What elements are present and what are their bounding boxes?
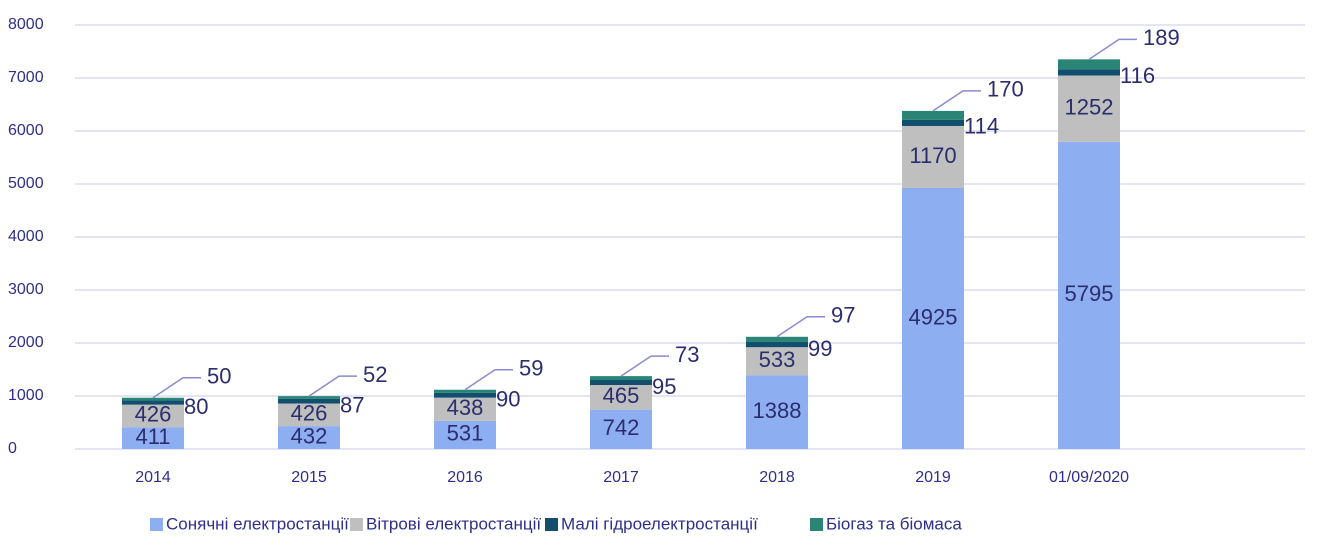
bar-segment xyxy=(278,398,340,404)
data-label: 1170 xyxy=(909,143,956,168)
data-label: 95 xyxy=(652,374,676,399)
x-tick-label: 2015 xyxy=(291,469,327,486)
data-label: 426 xyxy=(291,401,328,426)
legend-swatch xyxy=(150,518,163,531)
y-tick-label: 0 xyxy=(8,440,17,457)
legend-swatch xyxy=(350,518,363,531)
data-label: 1388 xyxy=(753,398,802,423)
data-label: 5795 xyxy=(1065,281,1114,306)
leader-line xyxy=(1088,38,1137,60)
leader-line xyxy=(620,355,669,377)
bar-segment xyxy=(746,375,808,449)
data-label: 59 xyxy=(519,356,543,381)
data-label: 116 xyxy=(1120,63,1155,88)
bar-segment xyxy=(902,110,964,120)
data-label: 411 xyxy=(135,424,170,449)
bar-segment xyxy=(902,187,964,449)
x-tick-label: 2017 xyxy=(603,469,639,486)
bar-segment xyxy=(122,397,184,401)
bar-segment xyxy=(434,397,496,421)
bar-segment xyxy=(590,385,652,410)
bar-segment xyxy=(746,347,808,376)
y-tick-label: 6000 xyxy=(8,122,44,139)
y-tick-label: 8000 xyxy=(8,16,44,33)
bar-segment xyxy=(1058,69,1120,76)
data-label: 73 xyxy=(675,342,699,367)
x-tick-label: 2019 xyxy=(915,469,951,486)
data-label: 426 xyxy=(135,402,172,427)
data-label: 50 xyxy=(207,364,231,389)
x-tick-label: 2018 xyxy=(759,469,795,486)
data-label: 99 xyxy=(808,336,832,361)
data-label: 170 xyxy=(987,77,1024,102)
y-tick-label: 3000 xyxy=(8,281,44,298)
data-label: 52 xyxy=(363,362,387,387)
leader-line xyxy=(464,368,513,391)
data-label: 114 xyxy=(964,114,999,139)
bar-segment xyxy=(278,396,340,399)
bar-segment xyxy=(122,404,184,428)
y-tick-label: 4000 xyxy=(8,228,44,245)
bar-segment xyxy=(122,400,184,405)
bar-segment xyxy=(902,125,964,188)
data-label: 438 xyxy=(447,395,484,420)
data-label: 4925 xyxy=(909,304,958,329)
bar-segment xyxy=(746,341,808,348)
bar-segment xyxy=(1058,141,1120,450)
bar-segment xyxy=(746,336,808,342)
data-label: 1252 xyxy=(1065,94,1114,119)
bar-segment xyxy=(434,420,496,449)
legend-swatch xyxy=(545,518,558,531)
bar-segment xyxy=(434,389,496,393)
leader-line xyxy=(932,90,981,112)
leader-line xyxy=(308,375,357,397)
bar-segment xyxy=(590,379,652,386)
bar-segment xyxy=(902,119,964,126)
legend-label: Біогаз та біомаса xyxy=(826,514,962,533)
legend-label: Вітрові електростанції xyxy=(366,514,541,533)
data-label: 87 xyxy=(340,393,364,418)
data-label: 533 xyxy=(759,347,796,372)
y-tick-label: 1000 xyxy=(8,387,44,404)
bar-segment xyxy=(590,376,652,380)
x-tick-label: 01/09/2020 xyxy=(1049,469,1129,486)
data-label: 80 xyxy=(184,394,208,419)
legend-swatch xyxy=(810,518,823,531)
bar-segment xyxy=(278,426,340,449)
leader-line xyxy=(152,376,201,399)
data-label: 531 xyxy=(447,421,484,446)
y-tick-label: 5000 xyxy=(8,175,44,192)
y-tick-label: 2000 xyxy=(8,334,44,351)
x-tick-label: 2016 xyxy=(447,469,483,486)
data-label: 189 xyxy=(1143,25,1180,50)
legend-label: Малі гідроелектростанції xyxy=(561,514,758,533)
x-tick-label: 2014 xyxy=(135,469,171,486)
data-label: 90 xyxy=(496,387,520,412)
data-label: 742 xyxy=(603,415,640,440)
data-label: 432 xyxy=(291,423,328,448)
bar-segment xyxy=(590,409,652,449)
data-label: 97 xyxy=(831,303,855,328)
bar-segment xyxy=(278,403,340,427)
bar-segment xyxy=(1058,59,1120,70)
legend-label: Сонячні електростанції xyxy=(166,514,349,533)
data-label: 465 xyxy=(603,383,640,408)
bar-segment xyxy=(1058,75,1120,142)
bar-segment xyxy=(434,392,496,398)
bar-segment xyxy=(122,427,184,449)
leader-line xyxy=(776,316,825,338)
y-tick-label: 7000 xyxy=(8,69,44,86)
